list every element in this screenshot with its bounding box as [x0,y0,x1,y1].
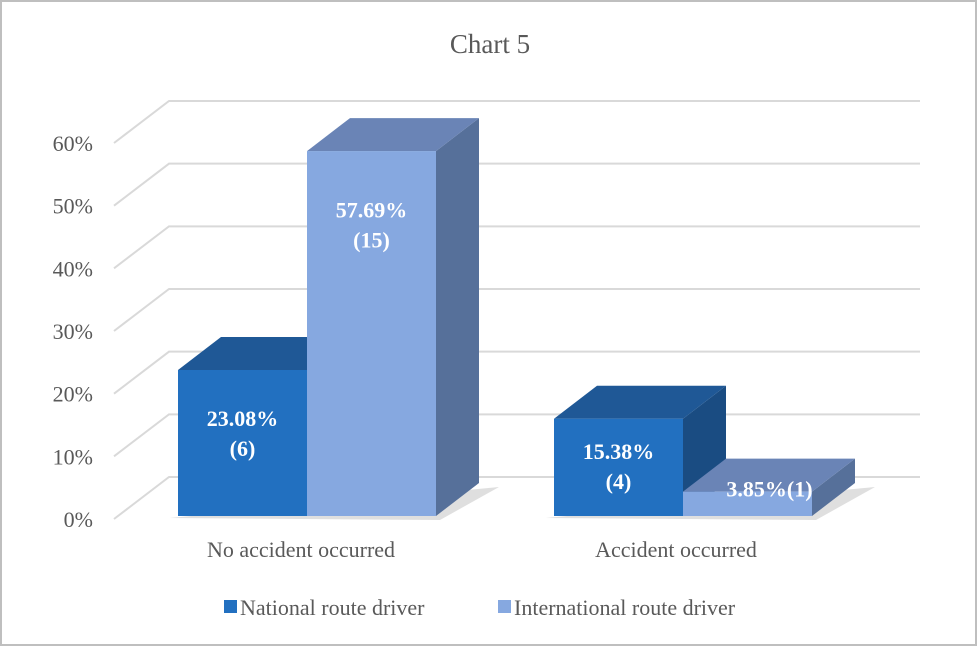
bar-top [554,385,726,419]
gridline [113,350,920,395]
data-label: 3.85%(1) [726,477,812,502]
bar-side [436,118,479,516]
legend-label: National route driver [240,595,425,620]
y-tick-label: 60% [53,131,93,156]
category-label: No accident occurred [207,537,395,562]
bars: 23.08% (6) 57.69% (15) 15.38% (4) 3.85%(1) [170,118,875,520]
bar-front [554,418,683,516]
data-label: (15) [353,227,390,252]
data-label: 57.69% [336,197,408,222]
bar-international-0[interactable] [307,118,479,516]
bar-front [307,151,436,516]
chart-title: Chart 5 [450,29,530,59]
y-tick-label: 50% [53,194,93,219]
y-tick-label: 40% [53,256,93,281]
gridlines [113,100,920,520]
x-axis-categories: No accident occurred Accident occurred [207,537,757,562]
data-label: 23.08% [207,406,279,431]
bar-side [812,458,855,516]
data-label: (6) [230,436,256,461]
legend-swatch-icon [498,600,511,613]
y-tick-label: 20% [53,382,93,407]
bar-top [307,118,479,152]
bar-top [683,458,855,492]
bar-front [683,491,812,516]
gridline [113,225,920,270]
y-axis-ticks: 0% 10% 20% 30% 40% 50% 60% [53,131,93,532]
category-label: Accident occurred [595,537,757,562]
bar-international-1[interactable] [683,458,855,516]
legend: National route driver International rout… [224,595,736,620]
y-tick-label: 10% [53,444,93,469]
gridline [113,288,920,332]
y-tick-label: 30% [53,319,93,344]
data-label: 15.38% [583,439,655,464]
gridline [113,100,920,144]
y-tick-label: 0% [64,507,93,532]
data-label: (4) [606,469,632,494]
legend-label: International route driver [514,595,736,620]
legend-swatch-icon [224,600,237,613]
bar-front [178,370,307,516]
gridline [113,162,920,207]
legend-item-national[interactable]: National route driver [224,595,425,620]
legend-item-international[interactable]: International route driver [498,595,736,620]
